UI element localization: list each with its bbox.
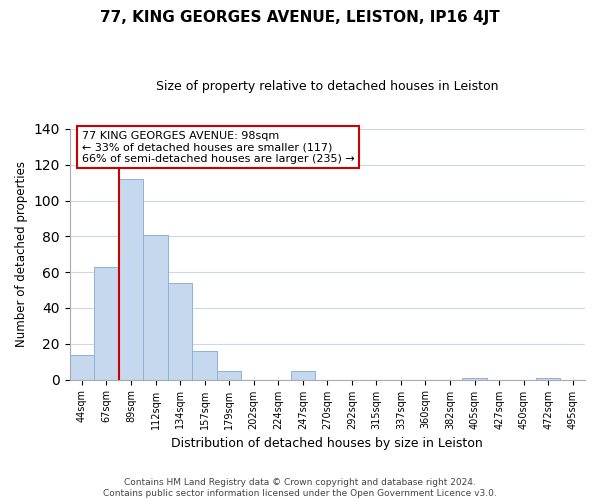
Text: Contains HM Land Registry data © Crown copyright and database right 2024.
Contai: Contains HM Land Registry data © Crown c… [103, 478, 497, 498]
X-axis label: Distribution of detached houses by size in Leiston: Distribution of detached houses by size … [172, 437, 483, 450]
Bar [193, 351, 217, 380]
Bar [462, 378, 487, 380]
Bar [217, 370, 241, 380]
Bar [94, 267, 119, 380]
Text: 77, KING GEORGES AVENUE, LEISTON, IP16 4JT: 77, KING GEORGES AVENUE, LEISTON, IP16 4… [100, 10, 500, 25]
Bar [290, 370, 315, 380]
Y-axis label: Number of detached properties: Number of detached properties [15, 161, 28, 347]
Title: Size of property relative to detached houses in Leiston: Size of property relative to detached ho… [156, 80, 499, 93]
Bar [143, 234, 168, 380]
Bar [70, 354, 94, 380]
Bar [119, 179, 143, 380]
Bar [536, 378, 560, 380]
Text: 77 KING GEORGES AVENUE: 98sqm
← 33% of detached houses are smaller (117)
66% of : 77 KING GEORGES AVENUE: 98sqm ← 33% of d… [82, 130, 355, 164]
Bar [168, 283, 193, 380]
